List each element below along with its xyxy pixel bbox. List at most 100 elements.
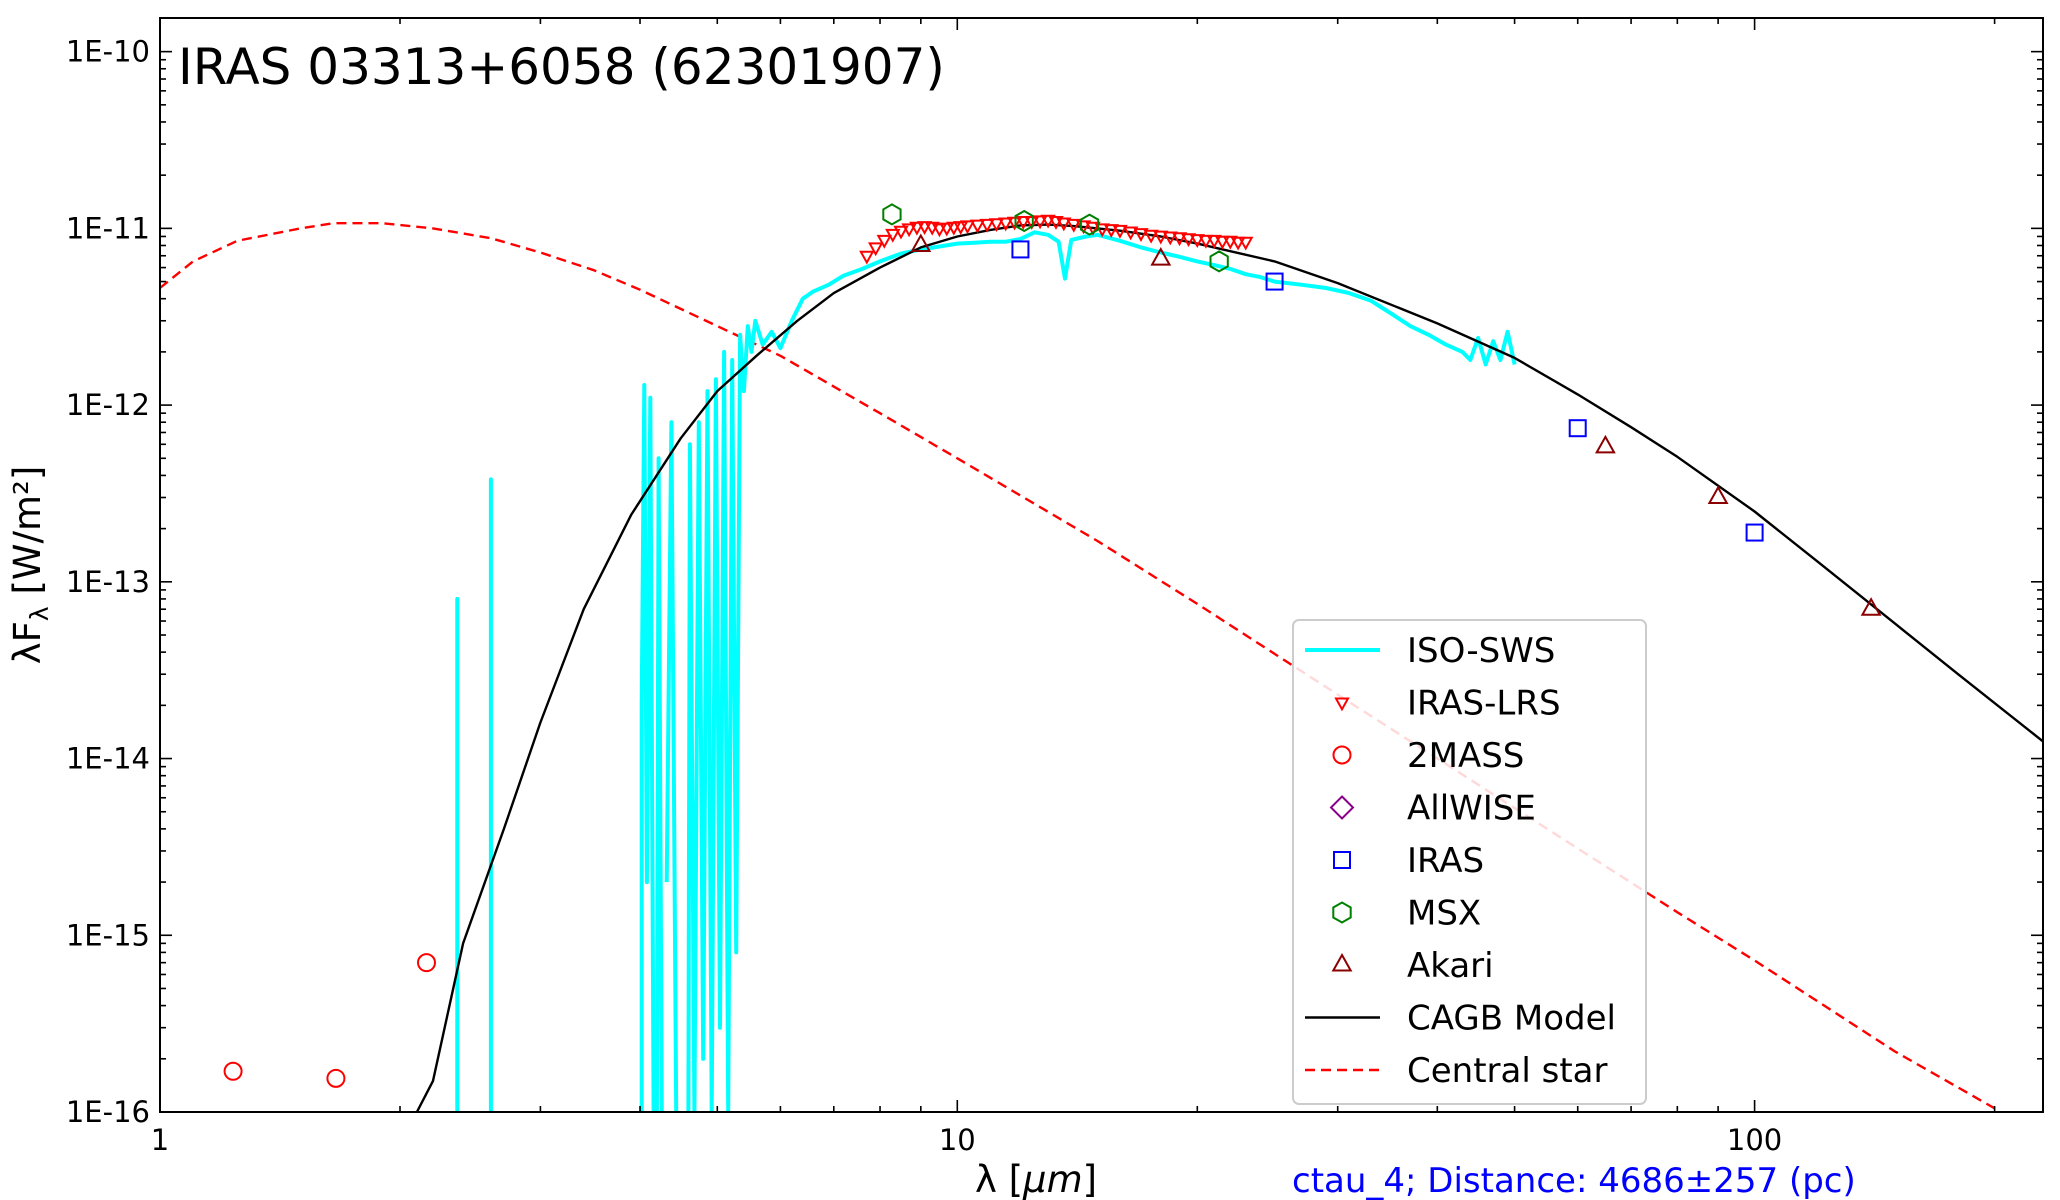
y-tick-label: 1E-10 <box>66 35 150 69</box>
legend-item-akari: Akari <box>1331 946 1494 986</box>
series-msx <box>882 203 1229 273</box>
iras-lrs-point <box>1040 214 1056 229</box>
x-tick-label: 1 <box>151 1123 169 1157</box>
iso-sws-spike <box>639 383 656 1112</box>
legend-swatch-2mass <box>1332 745 1352 765</box>
msx-point <box>1014 209 1034 233</box>
legend-label-central-star: Central star <box>1407 1051 1607 1091</box>
iras-point <box>1745 523 1764 542</box>
iras-lrs-point <box>909 221 925 236</box>
y-axis-title-prefix: λF <box>6 621 49 664</box>
y-axis-title-suffix: [W/m²] <box>6 466 49 607</box>
iras-lrs-point <box>939 222 955 237</box>
msx-point <box>882 203 902 226</box>
y-tick-label: 1E-15 <box>66 918 150 952</box>
series-akari <box>910 233 1882 616</box>
series-iras <box>1011 240 1764 542</box>
legend-swatch-iras <box>1333 851 1351 869</box>
akari-point <box>910 233 932 252</box>
legend-label-allwise: AllWISE <box>1407 789 1536 829</box>
legend-label-akari: Akari <box>1407 946 1494 986</box>
iras-lrs-point <box>1133 228 1149 242</box>
legend-label-msx: MSX <box>1407 894 1481 934</box>
legend-label-cagb-model: CAGB Model <box>1407 999 1616 1039</box>
iras-lrs-point <box>979 218 995 233</box>
iras-lrs-point <box>1162 231 1178 246</box>
x-axis-title-suffix: ] <box>1083 1158 1097 1200</box>
iso-sws-spike <box>664 420 679 1112</box>
iras-lrs-point <box>1066 218 1082 233</box>
iras-lrs-point <box>885 228 901 243</box>
legend-label-iras-lrs: IRAS-LRS <box>1407 684 1561 724</box>
iras-lrs-point <box>1189 234 1205 248</box>
legend-items: ISO-SWS IRAS-LRS 2MASS AllWISE IRAS MSX Akari C… <box>1305 631 1616 1091</box>
iras-lrs-point <box>1214 235 1231 250</box>
2mass-point <box>416 953 436 973</box>
x-axis-title: λ [μm] <box>975 1158 1097 1200</box>
legend-item-allwise: AllWISE <box>1329 789 1536 829</box>
legend-item-cagb-model: CAGB Model <box>1305 999 1616 1039</box>
iras-lrs-point <box>1238 236 1254 251</box>
x-tick-label: 10 <box>939 1123 976 1157</box>
legend-label-iso-sws: ISO-SWS <box>1407 631 1555 671</box>
y-tick-label: 1E-14 <box>66 742 150 776</box>
ticks-layer: 1 10 100 1E-16 1E-15 1E-14 1E-13 1E-12 1E-11 1E-1… <box>66 18 2043 1157</box>
msx-point <box>1079 213 1100 236</box>
legend-item-central-star: Central star <box>1305 1051 1607 1091</box>
iras-lrs-point <box>901 223 917 238</box>
iras-lrs-point <box>1112 224 1128 239</box>
iras-lrs-point <box>1180 233 1197 248</box>
series-iso-sws <box>455 230 1517 1112</box>
legend-item-iras: IRAS <box>1333 841 1484 881</box>
iras-lrs-point <box>916 221 933 235</box>
x-axis-title-prefix: λ [ <box>975 1158 1023 1200</box>
y-tick-label: 1E-11 <box>66 211 150 245</box>
iso-sws-spike <box>654 456 664 1112</box>
legend-item-2mass: 2MASS <box>1332 736 1524 776</box>
y-axis-title-sub: λ <box>25 606 54 621</box>
iras-lrs-point <box>1222 235 1238 250</box>
iras-lrs-point <box>988 218 1005 233</box>
2mass-point <box>223 1061 243 1081</box>
iras-lrs-point <box>1230 236 1246 251</box>
legend-item-iso-sws: ISO-SWS <box>1305 631 1555 671</box>
y-tick-label: 1E-13 <box>66 565 150 599</box>
legend-box <box>1292 619 1647 1105</box>
iras-lrs-point <box>1198 234 1214 249</box>
iras-lrs-point <box>1056 217 1072 232</box>
iras-lrs-point <box>1153 230 1169 245</box>
legend: ISO-SWS IRAS-LRS 2MASS AllWISE IRAS MSX Akari C… <box>1292 619 1647 1105</box>
legend-item-iras-lrs: IRAS-LRS <box>1334 684 1561 724</box>
iras-lrs-point <box>1123 226 1139 241</box>
iras-lrs-point <box>1085 221 1101 236</box>
x-axis-title-unit: μm <box>1022 1158 1083 1200</box>
distance-caption: ctau_4; Distance: 4686±257 (pc) <box>1292 1161 1856 1200</box>
iras-lrs-point <box>1171 232 1188 247</box>
series-iras-lrs <box>859 214 1254 265</box>
iras-lrs-point <box>953 221 969 235</box>
akari-point <box>1860 597 1882 616</box>
iras-lrs-point <box>1032 215 1048 230</box>
iras-lrs-point <box>1206 234 1222 249</box>
legend-swatch-allwise <box>1329 795 1355 820</box>
legend-swatch-akari <box>1331 952 1353 972</box>
iras-lrs-point <box>893 225 909 240</box>
2mass-point <box>326 1068 346 1088</box>
iras-point <box>1011 240 1030 259</box>
iras-point <box>1265 272 1284 291</box>
akari-point <box>1150 247 1172 266</box>
akari-point <box>1707 485 1729 504</box>
y-tick-label: 1E-16 <box>66 1095 150 1129</box>
series-2mass <box>223 953 436 1088</box>
msx-point <box>1209 250 1229 273</box>
iras-lrs-point <box>868 242 884 257</box>
iras-lrs-point <box>946 221 962 236</box>
iras-lrs-point <box>969 219 986 234</box>
iras-lrs-point <box>859 250 875 265</box>
iras-lrs-point <box>1015 216 1031 230</box>
y-axis-title: λFλ [W/m²] <box>6 466 54 665</box>
akari-point <box>1594 434 1616 454</box>
iras-lrs-point <box>1103 224 1119 238</box>
legend-swatch-iras-lrs <box>1334 697 1350 712</box>
